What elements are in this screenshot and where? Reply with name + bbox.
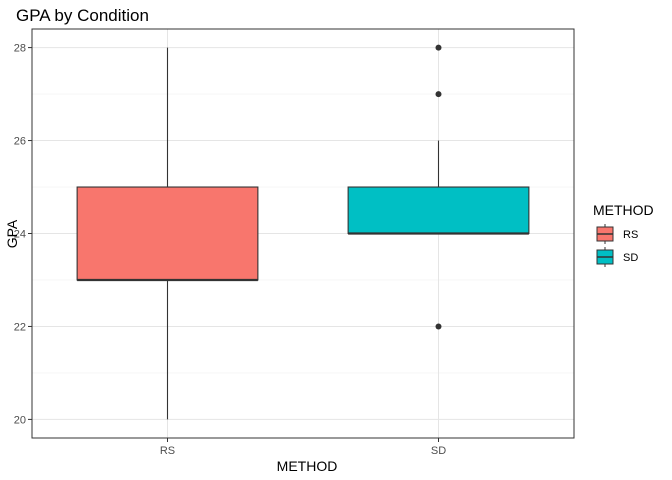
y-axis-ticks: 20 22 24 26 28 (14, 43, 32, 426)
box-sd (347, 44, 530, 330)
y-tick-label: 26 (14, 136, 26, 148)
outlier-point (435, 91, 442, 98)
panel-border (31, 28, 575, 439)
legend: METHOD RS SD (593, 202, 654, 267)
box-iqr (347, 186, 530, 235)
legend-title: METHOD (593, 202, 654, 218)
box-rs (76, 47, 259, 420)
chart-title: GPA by Condition (16, 6, 149, 25)
legend-key-sd (596, 247, 614, 267)
legend-key-rs (596, 224, 614, 244)
outlier-point (435, 323, 442, 330)
x-axis-title: METHOD (277, 458, 338, 474)
box-series (76, 44, 530, 420)
y-tick-label: 24 (14, 229, 26, 241)
legend-label: SD (623, 252, 638, 264)
x-tick-label: SD (431, 445, 446, 457)
y-tick-label: 20 (14, 414, 26, 426)
y-tick-label: 22 (14, 321, 26, 333)
y-tick-label: 28 (14, 43, 26, 55)
box-iqr (76, 186, 259, 281)
outlier-point (435, 44, 442, 51)
x-tick-label: RS (160, 445, 175, 457)
x-axis-ticks: RS SD (160, 438, 446, 457)
y-axis-title: GPA (4, 219, 20, 248)
legend-label: RS (623, 229, 638, 241)
